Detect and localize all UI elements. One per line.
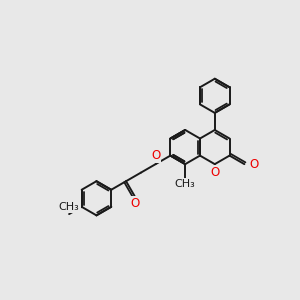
Text: O: O — [210, 166, 219, 178]
Text: O: O — [250, 158, 259, 171]
Text: CH₃: CH₃ — [59, 202, 80, 212]
Text: O: O — [151, 149, 160, 162]
Text: CH₃: CH₃ — [175, 178, 196, 189]
Text: O: O — [130, 197, 139, 211]
